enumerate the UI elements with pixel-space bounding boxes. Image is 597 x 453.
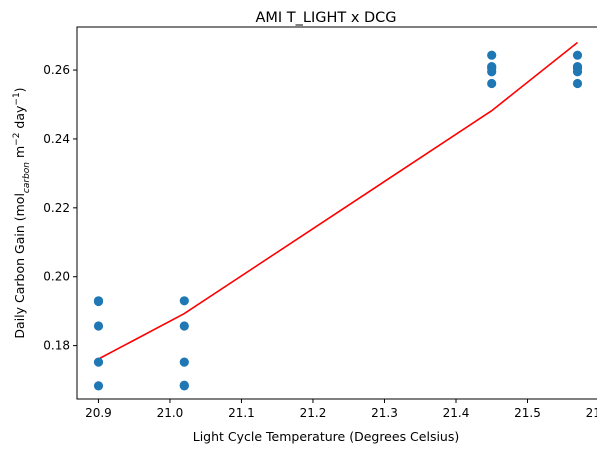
scatter-point xyxy=(179,296,189,306)
scatter-point xyxy=(93,321,104,331)
y-tick-label: 0.24 xyxy=(43,132,70,146)
y-tick-label: 0.18 xyxy=(43,339,70,353)
scatter-point xyxy=(93,296,104,307)
series-layer xyxy=(93,41,583,391)
scatter-point xyxy=(93,357,104,367)
scatter-point xyxy=(179,321,189,331)
x-axis: 20.9 21.0 21.1 21.2 21.3 21.4 21.5 21.6 xyxy=(85,399,597,420)
x-tick-label: 21.4 xyxy=(443,406,470,420)
x-tick-label: 21.5 xyxy=(514,406,541,420)
x-axis-label: Light Cycle Temperature (Degrees Celsius… xyxy=(193,429,460,444)
scatter-point xyxy=(93,381,104,391)
fit-line xyxy=(98,41,578,360)
x-tick-label: 21.0 xyxy=(157,406,184,420)
x-tick-label: 20.9 xyxy=(85,406,112,420)
y-tick-label: 0.20 xyxy=(43,270,70,284)
scatter-point xyxy=(487,67,497,77)
plot-area xyxy=(76,26,597,400)
x-tick-label: 21.6 xyxy=(586,406,597,420)
y-tick-label: 0.26 xyxy=(43,63,70,77)
x-tick-label: 21.1 xyxy=(228,406,255,420)
chart-title: AMI T_LIGHT x DCG xyxy=(255,10,396,26)
scatter-point xyxy=(572,78,583,89)
scatter-point xyxy=(572,50,583,60)
scatter-point xyxy=(487,78,497,89)
scatter-point xyxy=(487,50,497,60)
y-axis: 0.18 0.20 0.22 0.24 0.26 xyxy=(43,63,77,353)
scatter-point xyxy=(572,67,583,77)
x-tick-label: 21.3 xyxy=(371,406,398,420)
x-tick-label: 21.2 xyxy=(300,406,327,420)
y-tick-label: 0.22 xyxy=(43,201,70,215)
axes-frame xyxy=(76,26,597,400)
y-axis-label: Daily Carbon Gain (molcarbon m−2 day−1) xyxy=(12,87,32,338)
scatter-point xyxy=(179,357,189,367)
scatter-point xyxy=(179,380,189,390)
